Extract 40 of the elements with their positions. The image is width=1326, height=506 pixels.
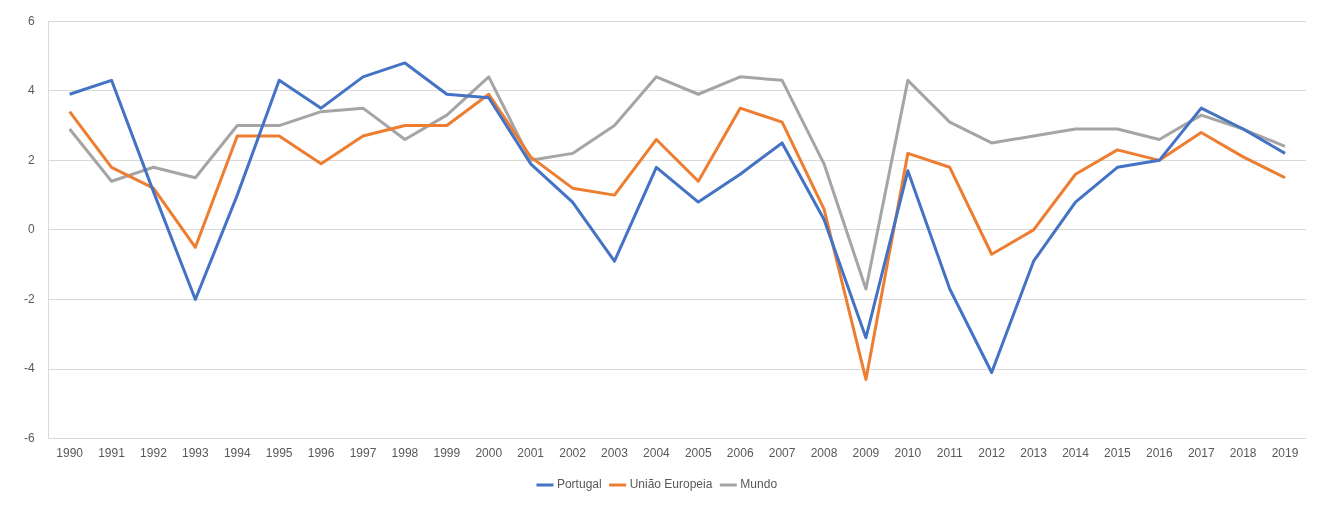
x-tick-label: 1993: [182, 446, 210, 461]
y-tick-label: -4: [24, 361, 35, 376]
x-tick-label: 2012: [978, 446, 1006, 461]
x-tick-label: 1991: [98, 446, 126, 461]
x-tick-label: 2017: [1187, 446, 1215, 461]
x-tick-label: 1999: [433, 446, 461, 461]
x-tick-label: 2006: [726, 446, 754, 461]
x-tick-label: 1997: [349, 446, 377, 461]
x-tick-label: 2019: [1271, 446, 1299, 461]
x-tick-label: 2014: [1062, 446, 1090, 461]
x-tick-label: 2010: [894, 446, 922, 461]
x-tick-label: 2001: [517, 446, 545, 461]
legend-label: Portugal: [556, 477, 602, 492]
x-tick-label: 2016: [1145, 446, 1173, 461]
x-tick-label: 1992: [140, 446, 168, 461]
x-tick-label: 2002: [559, 446, 587, 461]
x-tick-label: 1990: [56, 446, 84, 461]
x-tick-label: 2013: [1020, 446, 1048, 461]
x-tick-label: 2004: [643, 446, 671, 461]
x-tick-label: 1995: [265, 446, 293, 461]
y-tick-label: 2: [27, 152, 35, 167]
x-tick-label: 2008: [810, 446, 838, 461]
legend-label: União Europeia: [629, 477, 713, 492]
x-tick-label: 2009: [852, 446, 880, 461]
y-tick-label: 6: [27, 13, 35, 28]
x-tick-label: 2011: [936, 446, 963, 461]
y-tick-label: -2: [24, 291, 35, 306]
y-tick-label: -6: [24, 430, 35, 445]
x-tick-label: 1998: [391, 446, 419, 461]
legend-label: Mundo: [740, 477, 778, 492]
x-tick-label: 2005: [684, 446, 712, 461]
x-tick-label: 2007: [768, 446, 796, 461]
x-tick-label: 1996: [307, 446, 335, 461]
x-tick-label: 2018: [1229, 446, 1257, 461]
x-tick-label: 2000: [475, 446, 503, 461]
x-tick-label: 2003: [601, 446, 629, 461]
y-tick-label: 4: [27, 83, 35, 98]
x-tick-label: 1994: [223, 446, 251, 461]
x-tick-label: 2015: [1104, 446, 1132, 461]
y-tick-label: 0: [27, 222, 35, 237]
